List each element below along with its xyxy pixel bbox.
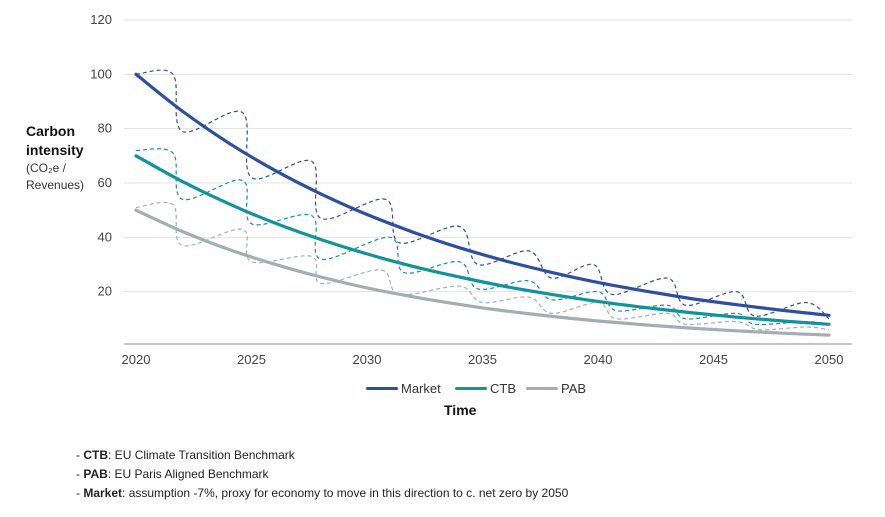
series-line-pab (134, 208, 831, 337)
series-line-ctb (134, 154, 831, 326)
legend: Market CTB PAB (0, 381, 885, 401)
dashed-path-pab (135, 201, 830, 331)
legend-label-market: Market (401, 381, 441, 396)
y-tick-label: 80 (98, 121, 112, 136)
footnote-term: Market (83, 486, 123, 500)
footnote-term: CTB (83, 448, 109, 462)
y-tick-labels: 20 40 60 80 100 120 (90, 12, 112, 299)
y-tick-label: 120 (90, 12, 112, 27)
legend-swatch-pab (526, 387, 558, 390)
footnotes: - CTB: EU Climate Transition Benchmark -… (76, 446, 568, 503)
x-axis-title: Time (444, 402, 477, 418)
legend-swatch-ctb (455, 387, 487, 390)
footnote-text: : EU Climate Transition Benchmark (108, 448, 295, 462)
x-tick-label: 2040 (584, 352, 613, 367)
legend-label-pab: PAB (561, 381, 587, 396)
footnote-ctb: - CTB: EU Climate Transition Benchmark (76, 448, 295, 462)
x-tick-label: 2045 (699, 352, 728, 367)
legend-label-ctb: CTB (490, 381, 516, 396)
footnote-market: - Market: assumption -7%, proxy for econ… (76, 486, 569, 500)
x-tick-label: 2035 (468, 352, 497, 367)
legend-item-ctb: CTB (455, 381, 516, 396)
legend-item-pab: PAB (526, 381, 586, 396)
x-tick-label: 2050 (815, 352, 844, 367)
y-tick-label: 40 (98, 229, 112, 244)
y-axis-title: Carbon intensity (26, 123, 84, 158)
x-tick-labels: 2020 2025 2030 2035 2040 2045 2050 (122, 352, 844, 367)
y-axis-subtitle-line-1: (CO₂e / (26, 161, 66, 175)
y-axis-subtitle-line-2: Revenues) (26, 178, 85, 192)
x-tick-label: 2020 (122, 352, 151, 367)
footnote-text: : EU Paris Aligned Benchmark (107, 467, 269, 481)
y-tick-label: 20 (98, 284, 112, 299)
x-tick-label: 2025 (237, 352, 266, 367)
series-line-market (134, 72, 831, 317)
x-tick-label: 2030 (353, 352, 382, 367)
footnote-term: PAB (83, 467, 108, 481)
footnote-pab: - PAB: EU Paris Aligned Benchmark (76, 467, 269, 481)
legend-item-market: Market (366, 381, 441, 396)
y-tick-label: 100 (90, 66, 112, 81)
legend-swatch-market (366, 387, 398, 390)
y-tick-label: 60 (98, 175, 112, 190)
dashed-path-market (135, 69, 830, 320)
dashed-path-ctb (135, 148, 830, 326)
y-axis-label: Carbon intensity (CO₂e / Revenues) (26, 122, 96, 194)
series-lines (134, 72, 831, 337)
dashed-paths (135, 69, 830, 331)
footnote-text: : assumption -7%, proxy for economy to m… (122, 486, 569, 500)
